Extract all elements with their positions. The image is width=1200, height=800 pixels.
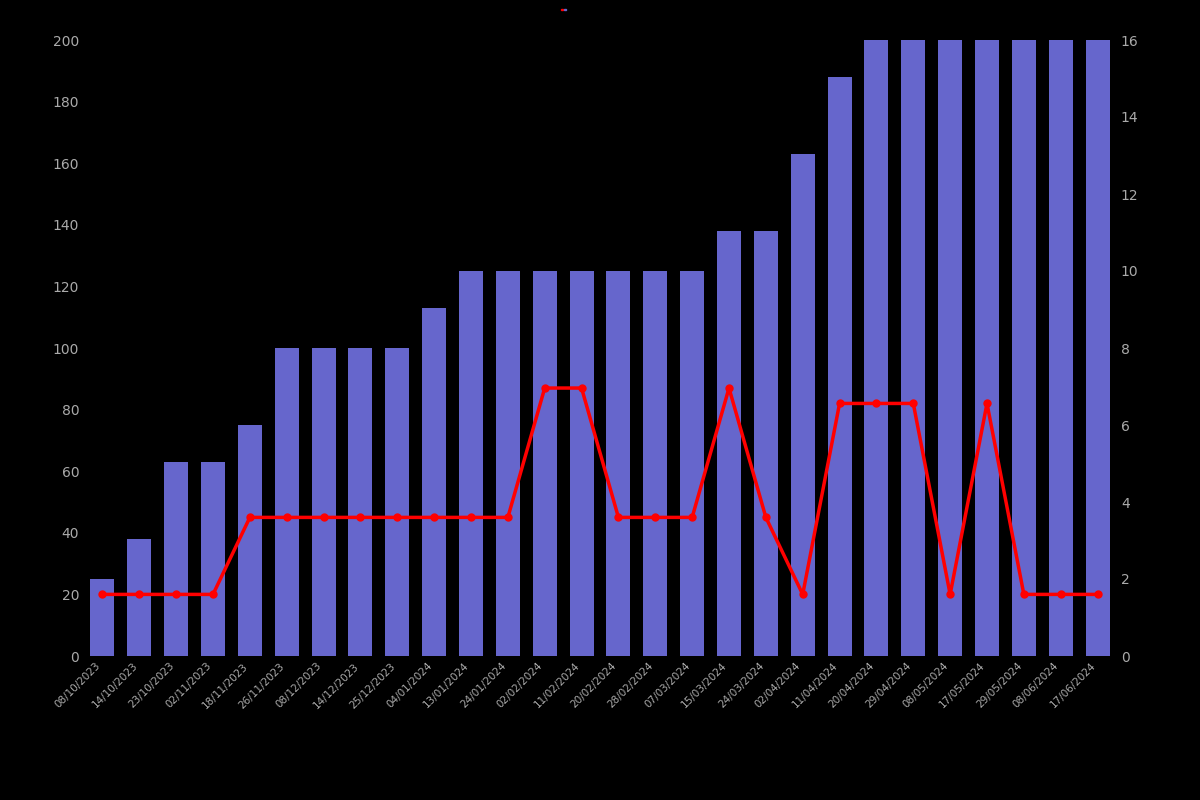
Bar xyxy=(901,40,925,656)
Bar xyxy=(864,40,888,656)
Bar xyxy=(938,40,962,656)
Bar xyxy=(164,462,188,656)
Bar xyxy=(791,154,815,656)
Bar xyxy=(1012,40,1036,656)
Bar xyxy=(680,271,704,656)
Bar xyxy=(828,77,852,656)
Bar xyxy=(1086,40,1110,656)
Bar xyxy=(460,271,482,656)
Bar xyxy=(718,231,740,656)
Bar xyxy=(606,271,630,656)
Bar xyxy=(312,348,336,656)
Legend: , : , xyxy=(560,9,568,11)
Bar xyxy=(570,271,594,656)
Bar xyxy=(202,462,224,656)
Bar xyxy=(754,231,778,656)
Bar xyxy=(385,348,409,656)
Bar xyxy=(127,539,151,656)
Bar xyxy=(275,348,299,656)
Bar xyxy=(533,271,557,656)
Bar xyxy=(976,40,998,656)
Bar xyxy=(90,579,114,656)
Bar xyxy=(422,308,446,656)
Bar xyxy=(643,271,667,656)
Bar xyxy=(348,348,372,656)
Bar xyxy=(496,271,520,656)
Bar xyxy=(238,425,262,656)
Bar xyxy=(1049,40,1073,656)
